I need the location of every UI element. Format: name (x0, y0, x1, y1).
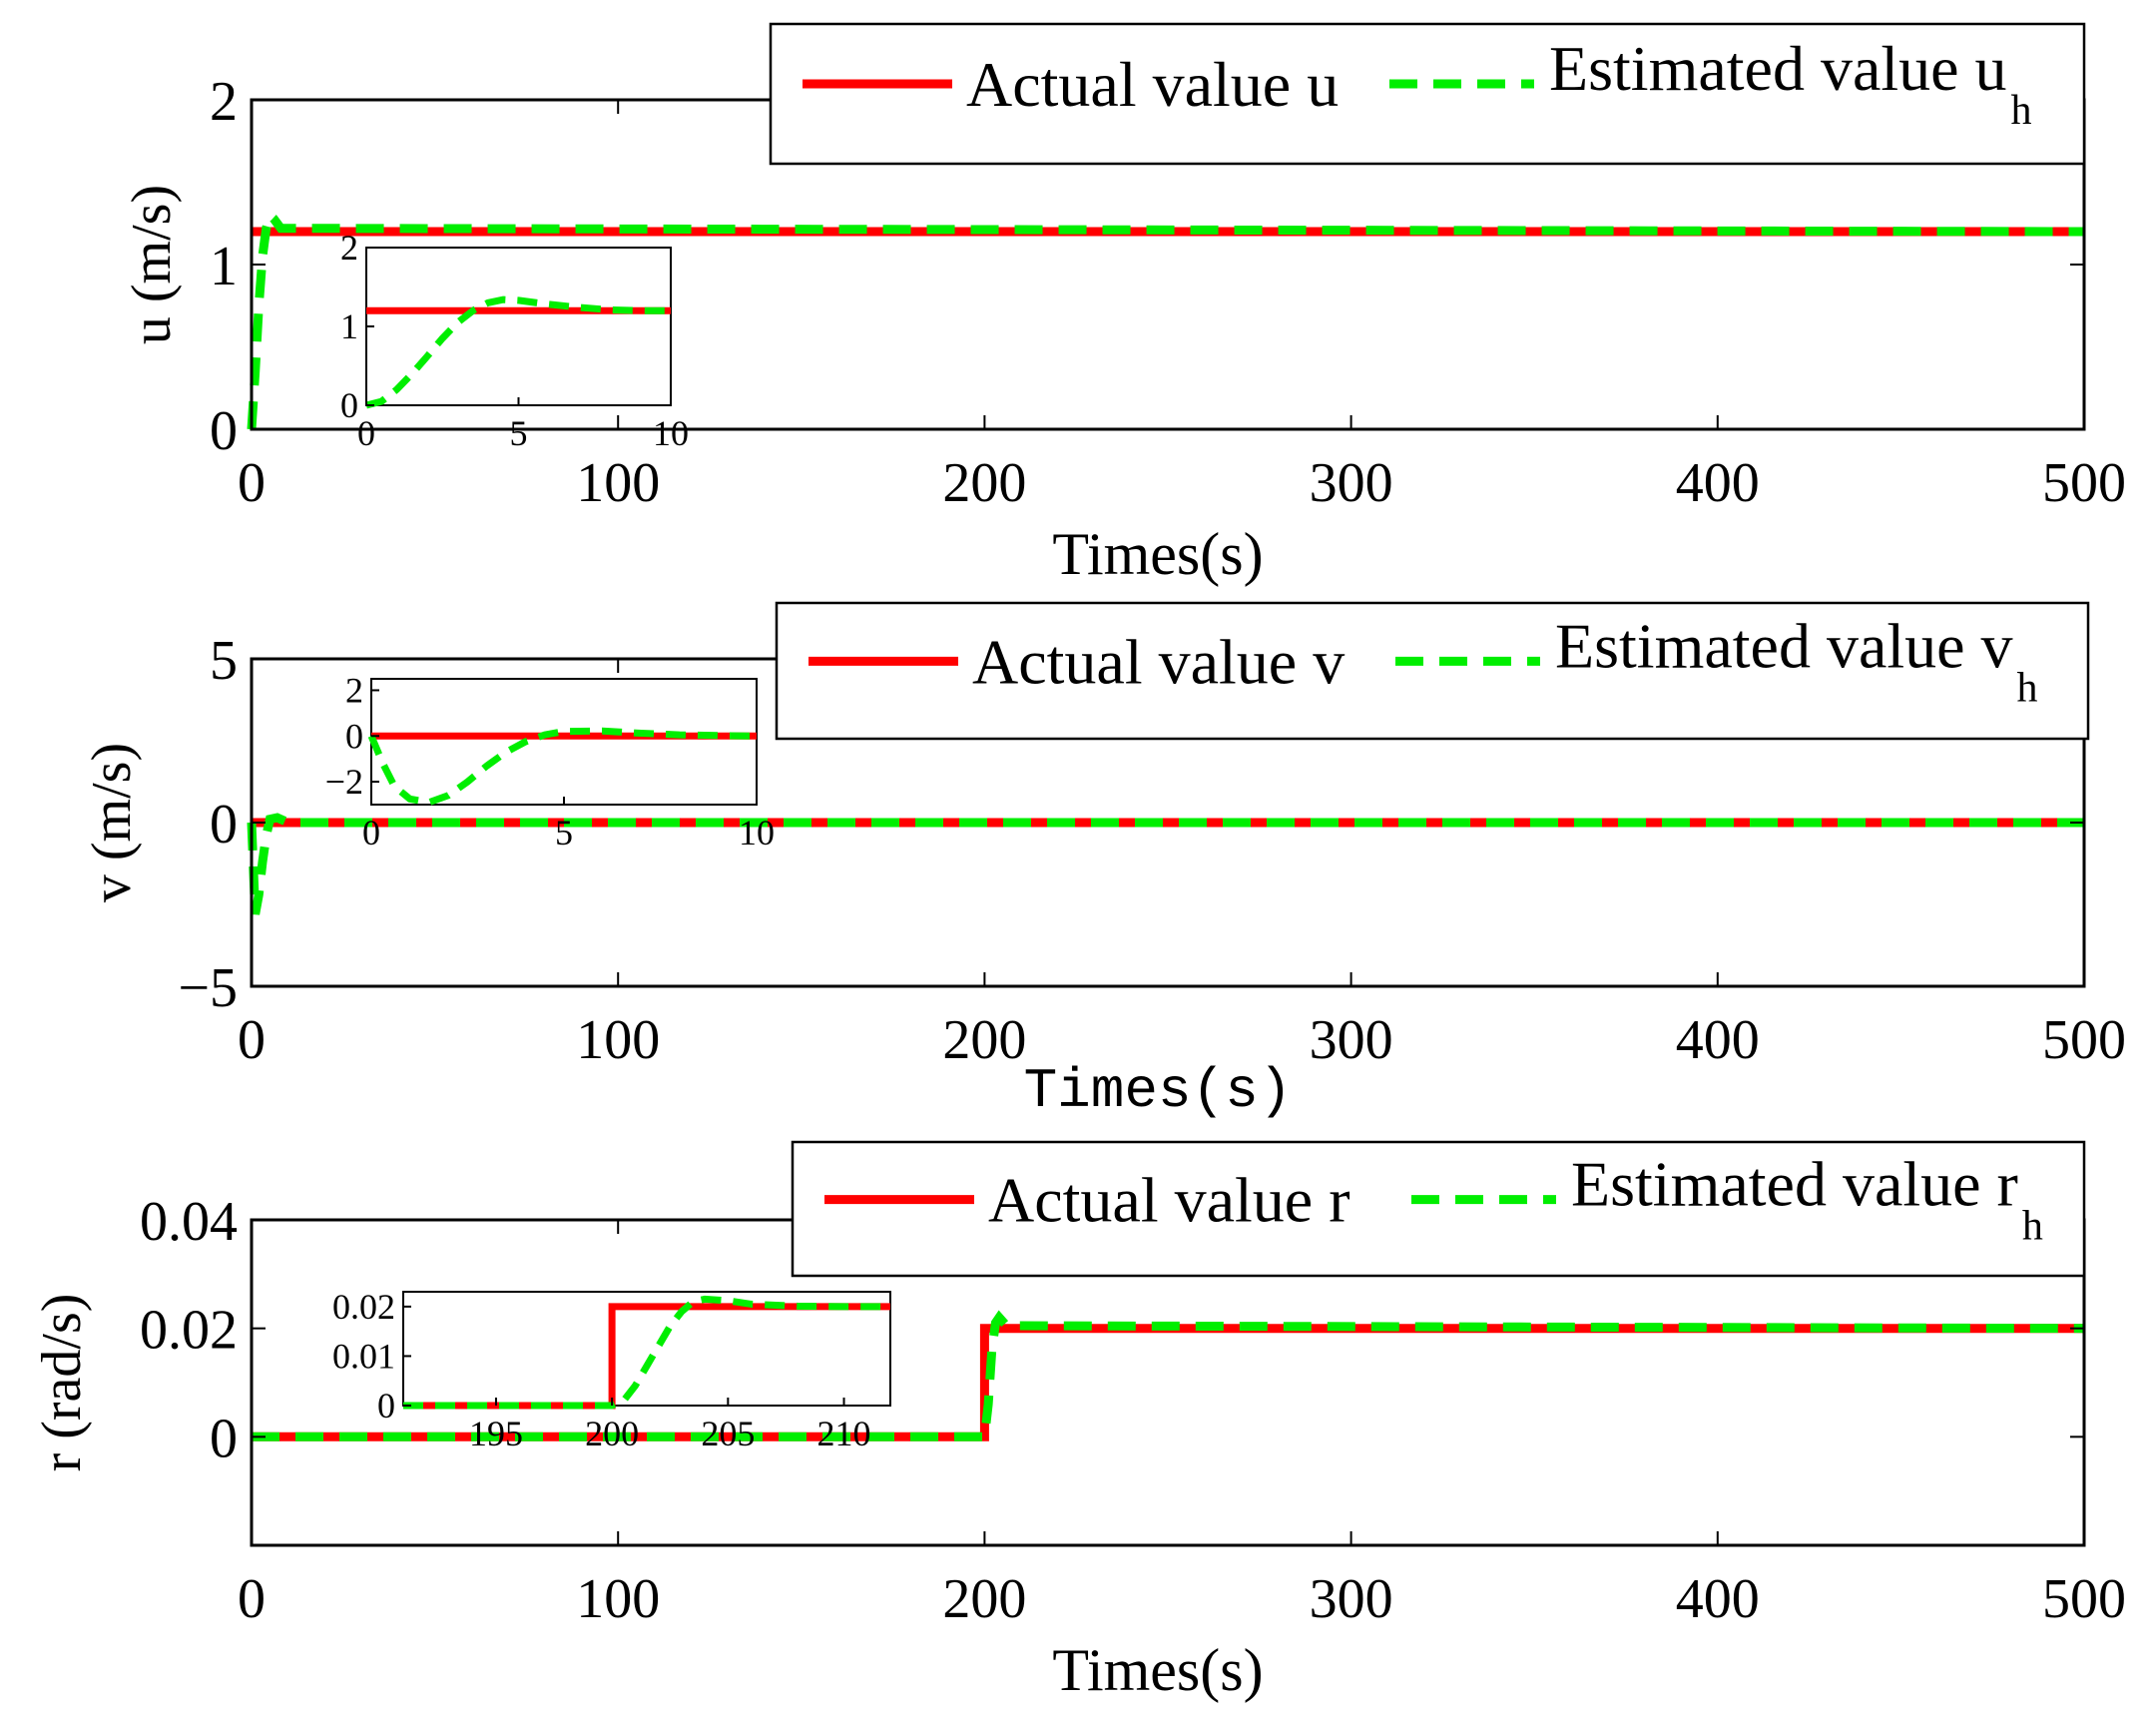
legend-actual-label: Actual value v (972, 626, 1345, 697)
x-tick-label: 500 (2042, 452, 2126, 514)
series-estimated-line (247, 207, 2085, 430)
x-tick-label: 300 (1310, 452, 1393, 514)
series-estimated-line (247, 813, 2084, 915)
x-tick-label: 500 (2042, 1568, 2126, 1630)
inset-estimated-line (367, 727, 758, 807)
inset-x-tick-label: 5 (510, 413, 528, 453)
legend-estimated-label: Estimated value r (1571, 1149, 2018, 1220)
x-tick-label: 100 (576, 1009, 660, 1071)
inset-y-tick-label: 0 (345, 716, 363, 756)
legend: Actual value v Estimated value vh (775, 601, 2090, 741)
x-tick-label: 300 (1310, 1009, 1393, 1071)
inset-y-tick-label: 1 (340, 306, 358, 346)
x-tick-label: 200 (942, 1009, 1026, 1071)
inset-x-tick-label: 10 (739, 813, 775, 853)
inset-y-tick-label: 0 (377, 1386, 395, 1426)
y-tick-label: 0 (210, 1408, 238, 1469)
legend-actual-label: Actual value u (966, 49, 1339, 120)
legend-estimated-label: Estimated value v (1555, 610, 2013, 681)
x-tick-label: 500 (2042, 1009, 2126, 1071)
y-tick-label: −5 (178, 957, 238, 1019)
inset-frame (402, 1291, 891, 1407)
x-tick-label: 200 (942, 1568, 1026, 1630)
inset-plot: 195 200 205 210 0 0.01 0.02 (332, 1287, 891, 1453)
y-axis-label: u (m/s) (121, 185, 183, 344)
inset-y-tick-label: 2 (345, 670, 363, 710)
legend-estimated-label: Estimated value u (1549, 33, 2007, 104)
legend-actual-label: Actual value r (988, 1165, 1350, 1236)
inset-frame (365, 247, 672, 406)
inset-x-tick-label: 205 (701, 1414, 755, 1453)
legend-estimated-subscript: h (2011, 88, 2032, 134)
inset-x-tick-label: 0 (357, 413, 375, 453)
legend-estimated-subscript: h (2022, 1204, 2043, 1250)
inset-y-tick-label: 0 (340, 385, 358, 425)
inset-x-tick-label: 10 (653, 413, 689, 453)
inset-plot: 0 5 10 −2 0 2 (325, 670, 775, 853)
inset-estimated-line (365, 295, 671, 409)
legend-box (775, 601, 2090, 741)
panel-3: 0 100 200 300 400 500 0 0.02 0.04 Times(s) r (rad/… (31, 1140, 2126, 1703)
y-tick-label: 0.04 (140, 1191, 238, 1253)
y-tick-label: 2 (210, 71, 238, 133)
inset-x-tick-label: 0 (362, 813, 380, 853)
x-tick-label: 400 (1676, 1568, 1760, 1630)
x-tick-label: 0 (238, 452, 266, 514)
x-tick-label: 300 (1310, 1568, 1393, 1630)
inset-y-tick-label: −2 (325, 762, 363, 802)
x-tick-label: 0 (238, 1009, 266, 1071)
x-tick-label: 400 (1676, 452, 1760, 514)
x-tick-label: 200 (942, 452, 1026, 514)
y-tick-label: 0.02 (140, 1300, 238, 1362)
y-tick-label: 0 (210, 400, 238, 462)
inset-x-tick-label: 5 (555, 813, 573, 853)
x-tick-label: 100 (576, 452, 660, 514)
x-axis-label: Times(s) (1052, 521, 1263, 587)
legend-estimated-subscript: h (2017, 665, 2038, 711)
y-tick-label: 5 (210, 630, 238, 692)
x-axis-label: Times(s) (1024, 1059, 1293, 1123)
y-axis-label: v (m/s) (81, 743, 143, 902)
x-tick-label: 0 (238, 1568, 266, 1630)
legend: Actual value r Estimated value rh (791, 1140, 2086, 1278)
inset-y-tick-label: 2 (340, 228, 358, 268)
x-axis-label: Times(s) (1052, 1637, 1263, 1703)
inset-y-tick-label: 0.02 (332, 1287, 395, 1327)
inset-x-tick-label: 210 (817, 1414, 871, 1453)
legend: Actual value u Estimated value uh (769, 22, 2086, 166)
legend-box (791, 1140, 2086, 1278)
x-tick-label: 400 (1676, 1009, 1760, 1071)
inset-y-tick-label: 0.01 (332, 1336, 395, 1376)
inset-x-tick-label: 195 (469, 1414, 523, 1453)
y-axis-label: r (rad/s) (31, 1294, 93, 1472)
legend-box (769, 22, 2086, 166)
inset-x-tick-label: 200 (585, 1414, 639, 1453)
x-tick-label: 100 (576, 1568, 660, 1630)
inset-plot: 0 5 10 0 1 2 (340, 228, 689, 453)
inset-frame (370, 678, 758, 806)
y-tick-label: 1 (210, 236, 238, 297)
y-tick-label: 0 (210, 794, 238, 856)
inset-estimated-line (403, 1295, 890, 1410)
